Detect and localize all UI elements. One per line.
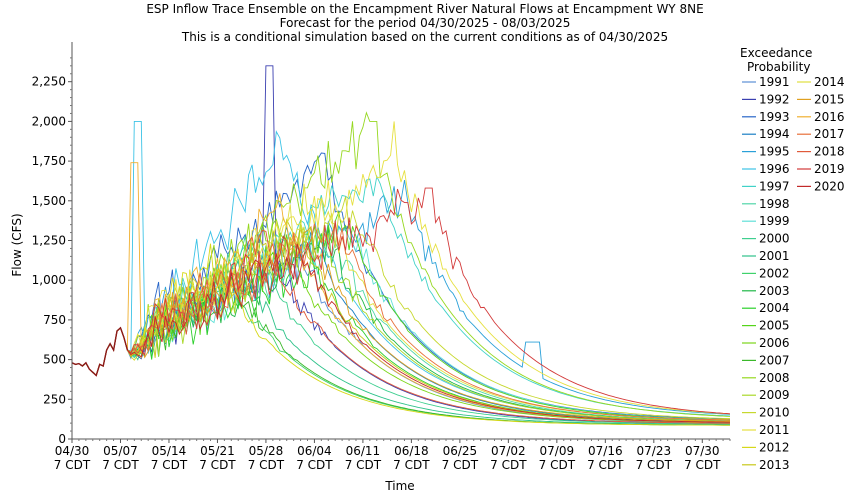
title-line-1: ESP Inflow Trace Ensemble on the Encampm… [146, 2, 703, 16]
y-tick-label: 1,250 [32, 234, 66, 248]
legend-label-2014: 2014 [814, 75, 845, 89]
x-tick-label-date: 06/18 [394, 444, 429, 458]
y-tick-label: 0 [58, 432, 66, 446]
series-line-2000 [71, 236, 730, 425]
y-tick-label: 750 [43, 313, 66, 327]
legend-label-2010: 2010 [759, 406, 790, 420]
x-tick-label-date: 07/02 [491, 444, 526, 458]
observed-line [71, 326, 129, 377]
legend-title-line-1: Exceedance [740, 46, 812, 60]
x-tick-label-date: 07/23 [637, 444, 672, 458]
legend-label-2004: 2004 [759, 301, 790, 315]
title-line-2: Forecast for the period 04/30/2025 - 08/… [280, 16, 571, 30]
legend-title-line-2: Probability [747, 60, 810, 74]
series-line-2015 [71, 225, 731, 422]
legend-label-1997: 1997 [759, 179, 790, 193]
legend-label-2018: 2018 [814, 145, 845, 159]
series-line-2019 [71, 187, 731, 415]
legend-label-1995: 1995 [759, 145, 790, 159]
x-tick-label-tz: 7 CDT [539, 458, 576, 472]
y-tick-label: 500 [43, 353, 66, 367]
series-line-1993 [71, 152, 731, 420]
legend-label-2011: 2011 [759, 423, 790, 437]
legend-label-2005: 2005 [759, 319, 790, 333]
series-line-2011 [71, 121, 731, 415]
y-axis-title: Flow (CFS) [10, 213, 24, 276]
series-line-2020 [71, 243, 730, 423]
legend-label-2012: 2012 [759, 440, 790, 454]
x-tick-label-tz: 7 CDT [684, 458, 721, 472]
series-line-2002 [71, 271, 730, 426]
legend-label-2019: 2019 [814, 162, 845, 176]
legend-label-2002: 2002 [759, 266, 790, 280]
x-tick-label-date: 05/28 [249, 444, 284, 458]
title-line-3: This is a conditional simulation based o… [181, 30, 668, 44]
legend-label-1998: 1998 [759, 197, 790, 211]
legend-label-2017: 2017 [814, 127, 845, 141]
chart-title: ESP Inflow Trace Ensemble on the Encampm… [146, 2, 703, 44]
legend: Exceedance Probability 1991 1992 1993 1994 1… [740, 46, 845, 472]
legend-label-1991: 1991 [759, 75, 790, 89]
x-tick-label-tz: 7 CDT [345, 458, 382, 472]
x-tick-label-tz: 7 CDT [393, 458, 430, 472]
x-tick-label-date: 05/07 [103, 444, 138, 458]
legend-label-2013: 2013 [759, 458, 790, 472]
y-tick-label: 250 [43, 392, 66, 406]
legend-label-2006: 2006 [759, 336, 790, 350]
x-tick-label-tz: 7 CDT [587, 458, 624, 472]
x-tick-label-date: 05/14 [152, 444, 187, 458]
series-line-2009 [71, 219, 731, 422]
x-tick-label-date: 06/11 [346, 444, 381, 458]
x-tick-label-date: 04/30 [55, 444, 90, 458]
x-tick-label-tz: 7 CDT [636, 458, 673, 472]
x-tick-label-tz: 7 CDT [54, 458, 91, 472]
legend-label-1999: 1999 [759, 214, 790, 228]
legend-label-2009: 2009 [759, 388, 790, 402]
series-line-2008 [71, 111, 731, 417]
legend-label-2016: 2016 [814, 110, 845, 124]
legend-label-2008: 2008 [759, 371, 790, 385]
legend-label-1993: 1993 [759, 110, 790, 124]
legend-label-2000: 2000 [759, 232, 790, 246]
y-tick-label: 1,750 [32, 154, 66, 168]
x-tick-label-tz: 7 CDT [490, 458, 527, 472]
axes: 0 250 500 750 1,000 1,250 1,500 1,750 2,000 2,250… [32, 42, 731, 472]
x-tick-label-date: 07/16 [588, 444, 623, 458]
legend-label-2001: 2001 [759, 249, 790, 263]
x-axis-title: Time [384, 479, 414, 493]
y-tick-label: 2,000 [32, 114, 66, 128]
x-tick-label-tz: 7 CDT [442, 458, 479, 472]
y-tick-label: 1,000 [32, 273, 66, 287]
legend-label-2003: 2003 [759, 284, 790, 298]
legend-label-1994: 1994 [759, 127, 790, 141]
x-tick-label-tz: 7 CDT [199, 458, 236, 472]
plot-area [71, 65, 731, 426]
legend-label-2020: 2020 [814, 179, 845, 193]
legend-label-1992: 1992 [759, 92, 790, 106]
x-tick-label-tz: 7 CDT [151, 458, 188, 472]
legend-label-1996: 1996 [759, 162, 790, 176]
legend-label-2007: 2007 [759, 353, 790, 367]
x-tick-label-date: 05/21 [200, 444, 235, 458]
series-line-2012 [71, 243, 730, 426]
legend-label-2015: 2015 [814, 92, 845, 106]
x-tick-label-date: 06/04 [297, 444, 332, 458]
series-line-2010 [71, 196, 731, 420]
x-tick-label-date: 06/25 [443, 444, 478, 458]
x-tick-label-tz: 7 CDT [296, 458, 333, 472]
x-tick-label-date: 07/09 [540, 444, 575, 458]
y-tick-label: 1,500 [32, 194, 66, 208]
x-tick-label-date: 07/30 [685, 444, 720, 458]
series-line-2018 [71, 229, 730, 424]
y-tick-label: 2,250 [32, 75, 66, 89]
x-tick-label-tz: 7 CDT [102, 458, 139, 472]
x-tick-label-tz: 7 CDT [248, 458, 285, 472]
